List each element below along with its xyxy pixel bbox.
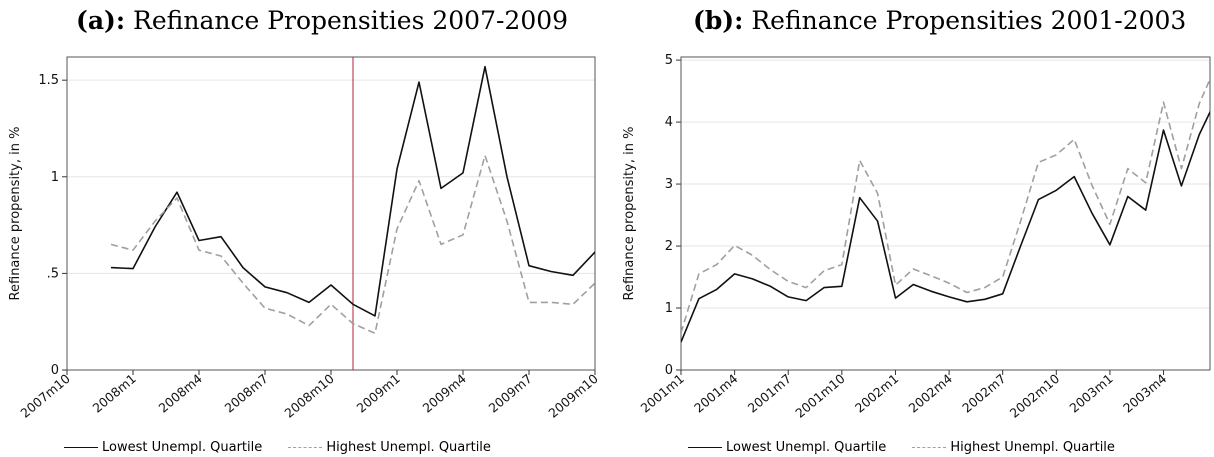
x-tick-label: 2002m4 (906, 371, 955, 416)
y-tick-label: 1 (51, 170, 59, 185)
x-tick-label: 2002m1 (852, 371, 901, 416)
legend-swatch-solid (688, 447, 722, 448)
y-tick-label: 5 (665, 53, 673, 68)
x-tick-label: 2009m10 (545, 371, 601, 421)
x-tick-label: 2001m10 (792, 371, 848, 421)
panel-a-legend: Lowest Unempl. Quartile Highest Unempl. … (64, 437, 513, 455)
x-tick-label: 2009m7 (485, 371, 534, 416)
legend-item-highest: Highest Unempl. Quartile (912, 440, 1115, 455)
x-tick-label: 2002m7 (959, 371, 1008, 416)
x-tick-label: 2008m7 (221, 371, 270, 416)
x-tick-label: 2008m4 (155, 371, 204, 416)
panel-b-tag: (b): (693, 6, 744, 35)
x-tick-label: 2001m4 (691, 371, 740, 416)
y-tick-label: 1 (665, 301, 673, 316)
legend-label-lowest: Lowest Unempl. Quartile (726, 440, 887, 455)
panel-b-title-text: Refinance Propensities 2001-2003 (751, 6, 1187, 35)
y-axis-label: Refinance propensity, in % (8, 127, 23, 301)
series-lowest-line (681, 110, 1210, 343)
x-tick-label: 2009m1 (353, 371, 402, 416)
x-tick-label: 2007m10 (17, 371, 73, 421)
y-tick-label: 0 (665, 363, 673, 378)
series-highest-line (681, 77, 1210, 334)
y-axis-label: Refinance propensity, in % (622, 127, 637, 301)
panel-a-title-text: Refinance Propensities 2007-2009 (133, 6, 569, 35)
x-tick-label: 2001m7 (745, 371, 794, 416)
legend-item-highest: Highest Unempl. Quartile (288, 440, 491, 455)
series-highest-line (110, 154, 595, 335)
y-tick-label: 1.5 (38, 73, 59, 88)
y-tick-label: 2 (665, 239, 673, 254)
x-tick-label: 2001m1 (637, 371, 686, 416)
x-tick-label: 2009m4 (419, 371, 468, 416)
legend-item-lowest: Lowest Unempl. Quartile (688, 440, 886, 455)
panel-a-title: (a): Refinance Propensities 2007-2009 (76, 6, 568, 35)
x-tick-label: 2003m4 (1120, 371, 1169, 416)
legend-label-highest: Highest Unempl. Quartile (950, 440, 1115, 455)
panel-b-title: (b): Refinance Propensities 2001-2003 (693, 6, 1186, 35)
legend-swatch-dashed (912, 447, 947, 448)
x-tick-label: 2008m1 (89, 371, 138, 416)
x-tick-label: 2003m1 (1066, 371, 1115, 416)
y-tick-label: 3 (665, 177, 673, 192)
series-lowest-line (110, 65, 595, 317)
plot-frame (680, 56, 1211, 371)
x-tick-label: 2002m10 (1007, 371, 1063, 421)
panel-a-plot: 0 .5 1 1.5 2007m10 2008m1 2008m4 2008m7 2008m10 2… (8, 56, 601, 421)
legend-item-lowest: Lowest Unempl. Quartile (64, 440, 262, 455)
legend-label-lowest: Lowest Unempl. Quartile (102, 440, 263, 455)
y-tick-label: 0 (51, 363, 59, 378)
panel-a-tag: (a): (76, 6, 126, 35)
x-tick-label: 2008m10 (281, 371, 337, 421)
y-tick-label: .5 (47, 266, 59, 281)
legend-swatch-dashed (288, 447, 323, 448)
legend-label-highest: Highest Unempl. Quartile (326, 440, 491, 455)
legend-swatch-solid (64, 447, 98, 448)
y-tick-label: 4 (665, 115, 673, 130)
panel-b-legend: Lowest Unempl. Quartile Highest Unempl. … (688, 437, 1137, 455)
